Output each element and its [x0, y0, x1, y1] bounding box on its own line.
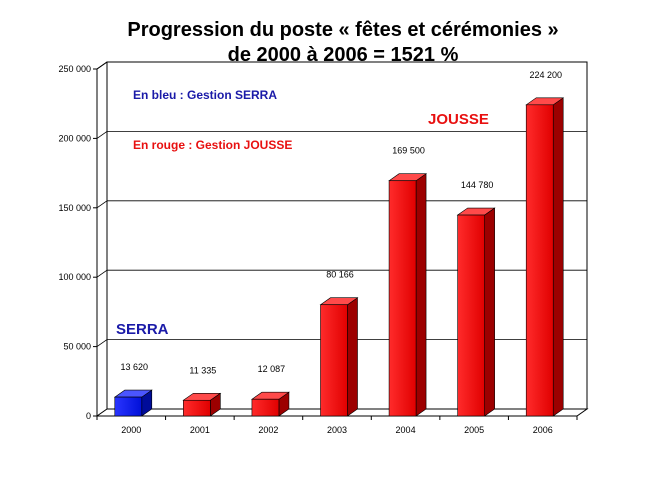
- gridline-depth: [96, 339, 108, 347]
- y-tick-label: 150 000: [58, 203, 91, 213]
- legend-blue-text: En bleu : Gestion SERRA: [133, 88, 277, 102]
- x-tick-label: 2006: [533, 425, 553, 435]
- bar-2001: [182, 392, 222, 417]
- bar-front: [183, 399, 211, 417]
- jousse-annotation: JOUSSE: [428, 111, 489, 128]
- bar-2000: [113, 389, 153, 417]
- data-labels: 13 620 11 335 12 087 80 166 169 500 144 780 22…: [121, 70, 562, 375]
- bar-front: [457, 214, 485, 417]
- bar-side: [347, 297, 358, 417]
- y-tick-label: 100 000: [58, 272, 91, 282]
- y-tick-label: 250 000: [58, 64, 91, 74]
- y-tick-label: 50 000: [63, 342, 91, 352]
- data-label: 12 087: [258, 364, 286, 374]
- data-label: 144 780: [461, 180, 494, 190]
- x-tick-label: 2003: [327, 425, 347, 435]
- bar-front: [251, 398, 280, 417]
- gridline-depth: [96, 131, 108, 139]
- bars: [113, 97, 565, 417]
- x-tick-label: 2002: [258, 425, 278, 435]
- gridline-depth: [96, 200, 108, 209]
- bar-front: [320, 304, 348, 417]
- gridline-depth: [96, 61, 108, 70]
- x-axis: 2000 2001 2002 2003 2004 2005 2006: [96, 416, 578, 435]
- bar-side: [415, 173, 427, 417]
- bar-2003: [319, 297, 359, 417]
- chart-title-line-1: Progression du poste « fêtes et cérémoni…: [127, 19, 559, 41]
- bar-side: [484, 207, 495, 417]
- serra-annotation: SERRA: [116, 321, 169, 338]
- x-tick-label: 2005: [464, 425, 484, 435]
- y-tick-label: 0: [86, 411, 91, 421]
- x-tick-label: 2000: [121, 425, 141, 435]
- bar-2002: [250, 391, 290, 417]
- data-label: 11 335: [189, 365, 216, 375]
- bar-2004: [388, 173, 428, 417]
- data-label: 13 620: [121, 362, 149, 372]
- bar-2005: [456, 207, 496, 417]
- data-label: 224 200: [529, 70, 562, 80]
- gridline-depth: [96, 269, 108, 278]
- y-tick-label: 200 000: [58, 133, 91, 143]
- bar-front: [114, 396, 143, 417]
- bar-front: [388, 180, 417, 417]
- bar-front: [525, 104, 554, 417]
- bar-2006: [525, 97, 565, 417]
- bar-side: [552, 97, 564, 417]
- data-label: 169 500: [392, 146, 425, 156]
- chart-title-line-2: de 2000 à 2006 = 1521 %: [227, 44, 459, 66]
- data-label: 80 166: [326, 270, 354, 280]
- x-tick-label: 2004: [396, 425, 416, 435]
- legend-red-text: En rouge : Gestion JOUSSE: [133, 138, 292, 152]
- y-axis: 0 50 000 100 000 150 000 200 000 250 000: [58, 64, 97, 421]
- x-tick-label: 2001: [190, 425, 210, 435]
